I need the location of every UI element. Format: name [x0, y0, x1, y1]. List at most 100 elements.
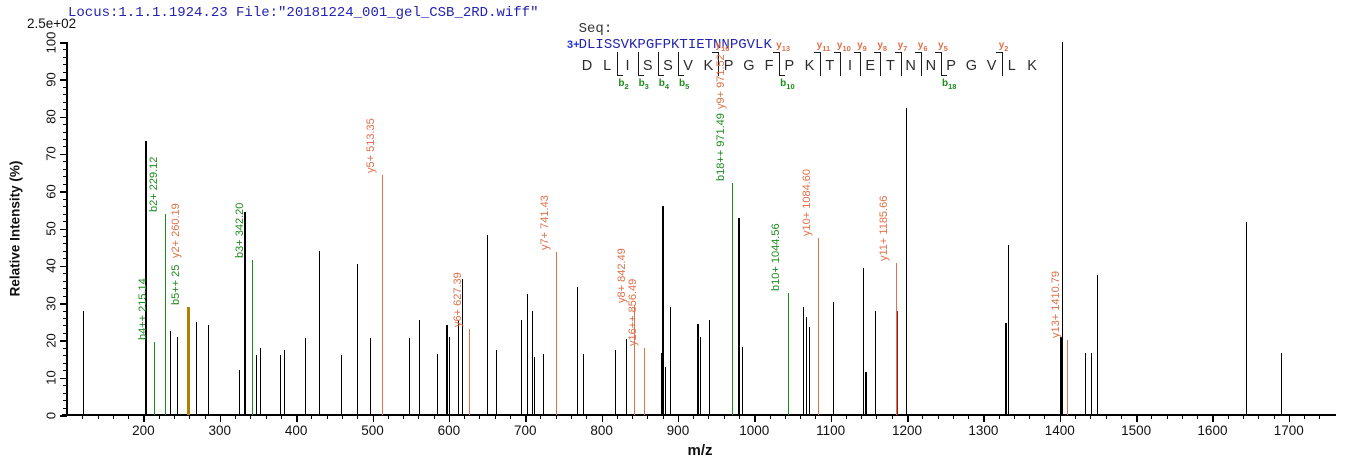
spectrum-peak — [533, 357, 535, 415]
spectrum-peak — [660, 353, 662, 415]
x-tick-label: 1500 — [1121, 423, 1152, 438]
x-major-tick — [296, 415, 298, 422]
ion-marker-label: y6 — [917, 40, 928, 53]
x-minor-tick — [189, 415, 191, 419]
spectrum-peak — [806, 316, 808, 415]
spectrum-peak — [738, 218, 741, 415]
x-minor-tick — [509, 415, 511, 419]
x-minor-tick — [403, 415, 405, 419]
b-ion-hook — [678, 75, 685, 76]
spectrum-peak — [732, 182, 734, 415]
y-minor-tick — [63, 250, 67, 252]
locus-file-header: Locus:1.1.1.1924.23 File:"20181224_001_g… — [68, 5, 539, 21]
x-minor-tick — [800, 415, 802, 419]
spectrum-peak — [818, 237, 820, 415]
spectrum-peak — [207, 325, 209, 415]
ion-marker-label: y11 — [816, 40, 831, 53]
spectrum-peak — [742, 346, 744, 415]
sequence-residue: V — [683, 58, 693, 74]
spectrum-peak — [445, 325, 448, 415]
x-minor-tick — [1258, 415, 1260, 419]
ion-marker-label: y13 — [776, 40, 791, 53]
fragmentation-divider — [880, 52, 882, 76]
y-minor-tick — [63, 332, 67, 334]
y-minor-tick — [63, 176, 67, 178]
y-major-tick — [60, 228, 67, 230]
x-minor-tick — [265, 415, 267, 419]
spectrum-peak — [195, 321, 197, 415]
x-minor-tick — [693, 415, 695, 419]
fragmentation-divider — [839, 52, 841, 76]
y-minor-tick — [63, 392, 67, 394]
spectrum-peak — [469, 329, 471, 415]
x-tick-label: 1600 — [1197, 423, 1228, 438]
ion-marker-label: b10 — [780, 78, 795, 91]
sequence-residue: I — [847, 58, 852, 74]
y-minor-tick — [63, 109, 67, 111]
x-minor-tick — [540, 415, 542, 419]
sequence-residue: K — [703, 58, 714, 74]
x-major-tick — [1136, 415, 1138, 422]
x-minor-tick — [861, 415, 863, 419]
x-major-tick — [525, 415, 527, 422]
sequence-residue: S — [663, 58, 673, 74]
sequence-residue: L — [1007, 58, 1016, 74]
spectrum-peak — [864, 372, 867, 415]
x-minor-tick — [128, 415, 130, 419]
spectrum-peak — [582, 353, 584, 415]
y-minor-tick — [63, 161, 67, 163]
x-minor-tick — [1197, 415, 1199, 419]
spectrum-peak — [1067, 340, 1069, 415]
peak-label: b3+ 342.20 — [234, 202, 246, 259]
y-minor-tick — [63, 198, 67, 200]
spectrum-peak — [1246, 222, 1248, 415]
x-minor-tick — [876, 415, 878, 419]
fragmentation-divider — [657, 52, 659, 76]
spectrum-peak — [462, 279, 464, 415]
x-minor-tick — [998, 415, 1000, 419]
spectrum-peak — [875, 310, 877, 415]
y-ion-hook — [712, 52, 719, 53]
sequence-residue: S — [642, 58, 653, 74]
spectrum-peak — [1085, 353, 1087, 415]
x-tick-label: 400 — [284, 423, 308, 438]
x-minor-tick — [112, 415, 114, 419]
x-minor-tick — [82, 415, 84, 419]
y-minor-tick — [63, 71, 67, 73]
x-minor-tick — [357, 415, 359, 419]
x-minor-tick — [632, 415, 634, 419]
y-minor-tick — [63, 325, 67, 327]
y-tick-label: 100 — [43, 31, 59, 53]
fragmentation-divider — [860, 52, 862, 76]
intensity-scale-label: 2.5e+02 — [27, 16, 77, 31]
sequence-residue: G — [965, 58, 977, 74]
x-minor-tick — [326, 415, 328, 419]
x-major-tick — [601, 415, 604, 422]
x-minor-tick — [662, 415, 664, 419]
spectrum-peak — [340, 355, 342, 415]
y-ion-hook — [854, 52, 861, 53]
spectrum-peak — [318, 250, 320, 415]
spectrum-peak — [1008, 244, 1010, 415]
x-tick-label: 200 — [132, 423, 155, 438]
spectrum-peak — [304, 338, 306, 415]
fragmentation-divider — [941, 52, 943, 76]
spectrum-peak — [665, 366, 667, 415]
x-minor-tick — [1273, 415, 1275, 419]
y-ion-hook — [813, 52, 820, 53]
sequence-residue: P — [723, 58, 734, 74]
x-minor-tick — [1151, 415, 1153, 419]
spectrum-peak — [144, 140, 147, 415]
y-ion-hook — [833, 52, 840, 53]
x-major-tick — [143, 415, 145, 422]
y-minor-tick — [63, 213, 67, 215]
seq-value: DLISSVKPGFPKTIETNNPGVLK — [578, 37, 772, 53]
peak-label: y13+ 1410.79 — [1049, 271, 1062, 339]
spectrum-peak — [259, 347, 261, 415]
spectrum-peak — [803, 306, 805, 415]
y-major-tick — [60, 415, 67, 417]
y-tick-label: 10 — [43, 370, 59, 385]
spectrum-peak — [808, 326, 810, 415]
x-major-tick — [1212, 415, 1214, 422]
spectrum-peak — [186, 306, 190, 415]
